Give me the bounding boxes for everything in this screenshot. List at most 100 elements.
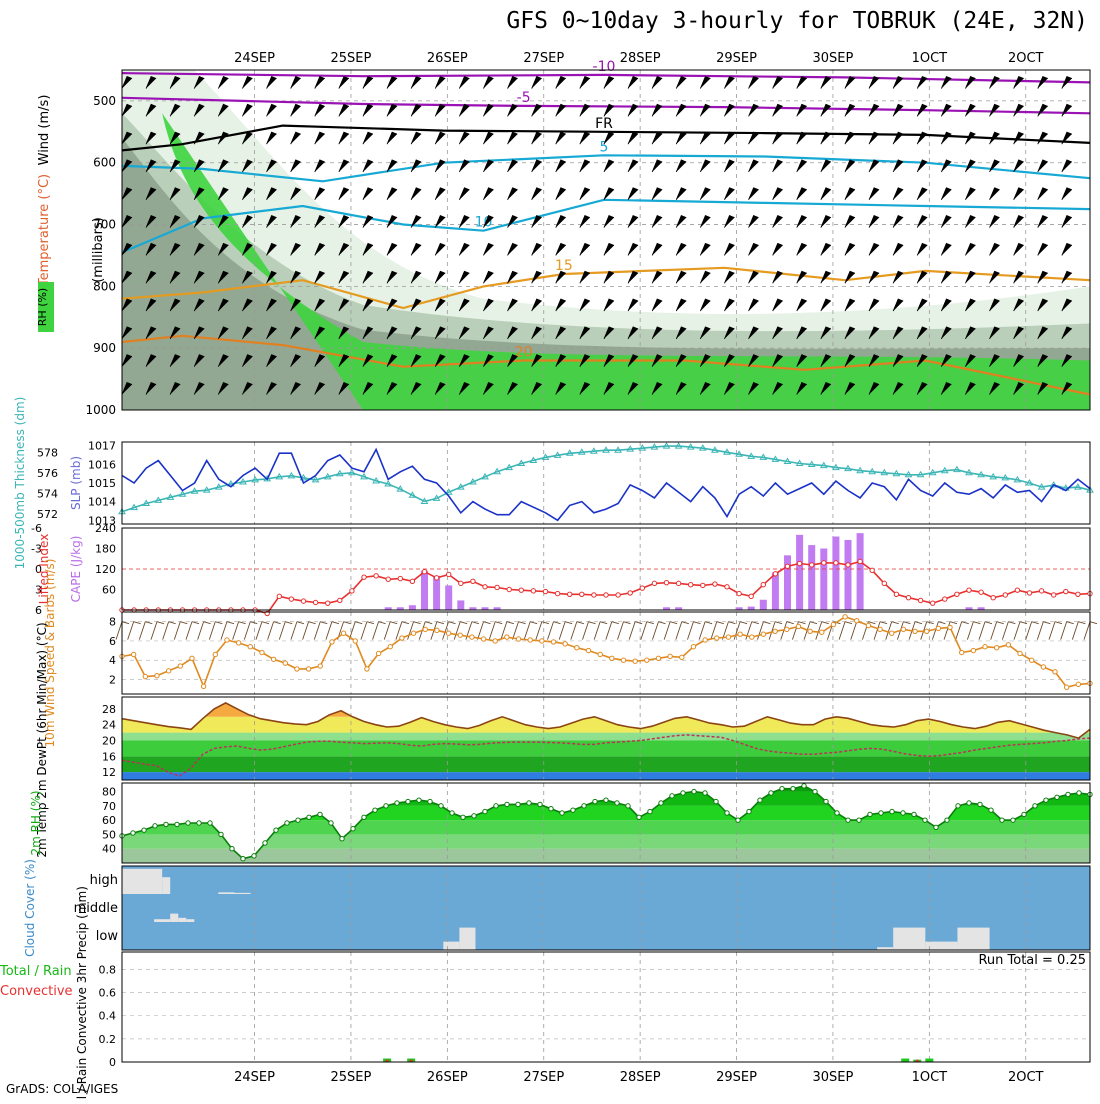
wind-barb	[989, 381, 1000, 395]
wind-barb	[121, 75, 133, 89]
thickness-series-point	[202, 486, 211, 493]
wind-barb	[940, 354, 952, 367]
lifted-index-series-point	[724, 584, 730, 590]
wind-barb	[675, 381, 687, 395]
wind-speed-series-point	[993, 644, 1000, 651]
wind-barb	[892, 75, 904, 89]
cloud-bar	[443, 941, 460, 950]
rh-series-point	[537, 801, 543, 808]
wind-barb	[940, 75, 952, 89]
wind-barb	[266, 215, 277, 228]
wind-barb	[1013, 242, 1024, 256]
wind-barb	[169, 187, 181, 200]
wind-barb	[169, 381, 181, 395]
rh-series-point	[999, 817, 1005, 823]
wind-barb	[458, 354, 470, 367]
wind-barb	[892, 381, 904, 395]
wind-barb	[724, 159, 735, 173]
wind-barb	[458, 187, 470, 200]
wind-barb	[796, 270, 807, 284]
rh-series-point	[240, 856, 246, 862]
bottom-axis-date-label: 2OCT	[1008, 1070, 1044, 1085]
wind-barb	[772, 298, 783, 312]
wind-barb	[121, 215, 133, 228]
wind-barb	[724, 215, 735, 228]
wind-barb	[748, 75, 759, 89]
top-axis-date-label: 28SEP	[620, 51, 661, 66]
rh-series-point	[317, 811, 323, 818]
wind-barb	[748, 354, 759, 367]
wind-barb	[217, 131, 229, 145]
lifted-index-series-point	[772, 571, 779, 577]
wind-barb	[242, 381, 253, 395]
wind-barb	[916, 242, 928, 256]
surface-wind-barb	[325, 621, 340, 640]
wind-speed-series-point	[1028, 657, 1035, 663]
lifted-index-series-point	[579, 591, 585, 597]
wind-barb	[868, 270, 880, 284]
wind-barb	[362, 131, 374, 145]
rh-series-point	[1043, 797, 1049, 803]
slp-tick-label: 1015	[88, 477, 116, 490]
lifted-index-series-point	[760, 582, 766, 588]
rh-series-point	[174, 821, 180, 828]
wind-barb	[217, 298, 229, 312]
wind-barb	[242, 103, 253, 117]
wind-barb	[965, 215, 976, 228]
lifted-index-series-point	[518, 587, 524, 593]
wind-barb	[386, 298, 398, 312]
rh-series-point	[427, 798, 433, 805]
wind-barb	[940, 187, 952, 200]
wind-barb	[627, 242, 639, 256]
wind-barb	[458, 103, 470, 117]
thickness-series-point	[348, 468, 356, 476]
rh-series-point	[625, 803, 631, 809]
thickness-series-point	[674, 442, 683, 449]
cape-bar	[771, 572, 779, 610]
rh-tick-label: 60	[102, 814, 116, 827]
wind-barb	[820, 75, 832, 89]
cloud-frame	[121, 865, 1091, 951]
thickness-series-point	[953, 465, 961, 473]
cloud-bar	[178, 917, 187, 922]
wind-speed-series	[121, 615, 1091, 689]
wind-speed-series-point	[1005, 642, 1012, 648]
temp-band	[122, 772, 1090, 780]
rh-series-point	[801, 783, 807, 789]
wind-barb	[362, 381, 374, 395]
rh-series-point	[757, 797, 763, 803]
rh-series-point	[196, 820, 202, 826]
lifted-index-series-point	[567, 591, 573, 597]
precip-convective-bar	[915, 1059, 919, 1062]
surface-wind-barb	[115, 621, 130, 640]
wind-barb	[483, 326, 494, 340]
wind-barb	[579, 75, 591, 89]
page-title: GFS 0~10day 3-hourly for TOBRUK (24E, 32…	[506, 8, 1088, 34]
surface-wind-barb	[395, 621, 410, 640]
top-axis-date-label: 26SEP	[427, 51, 468, 66]
lifted-index-series-point	[700, 582, 706, 589]
cape-bar	[457, 600, 465, 610]
precip-total-bar	[925, 1058, 934, 1062]
pressure-tick-label: 600	[93, 156, 116, 170]
lifted-index-series-point	[530, 588, 537, 594]
wind-barb	[772, 187, 783, 200]
temp-band	[122, 756, 1090, 773]
wind-barb	[579, 187, 591, 200]
wind-speed-series-point	[329, 639, 335, 645]
lifted-index-series-point	[627, 590, 633, 596]
thickness-tick-label: 574	[37, 487, 58, 500]
wind-barb	[217, 381, 229, 395]
temperature-contour-label: 15	[555, 258, 573, 274]
lifted-index-series-point	[869, 567, 875, 574]
wind-speed-series-point	[224, 637, 230, 643]
wind-barb	[1037, 298, 1048, 312]
wind-barb	[458, 298, 470, 312]
wind-barb	[434, 187, 446, 200]
wind-barb	[868, 215, 880, 228]
wind-barb	[145, 159, 157, 173]
wind-barb	[796, 381, 807, 395]
wind-barb	[916, 215, 928, 228]
wind-barb	[555, 242, 566, 256]
lifted-index-series-point	[663, 579, 670, 586]
